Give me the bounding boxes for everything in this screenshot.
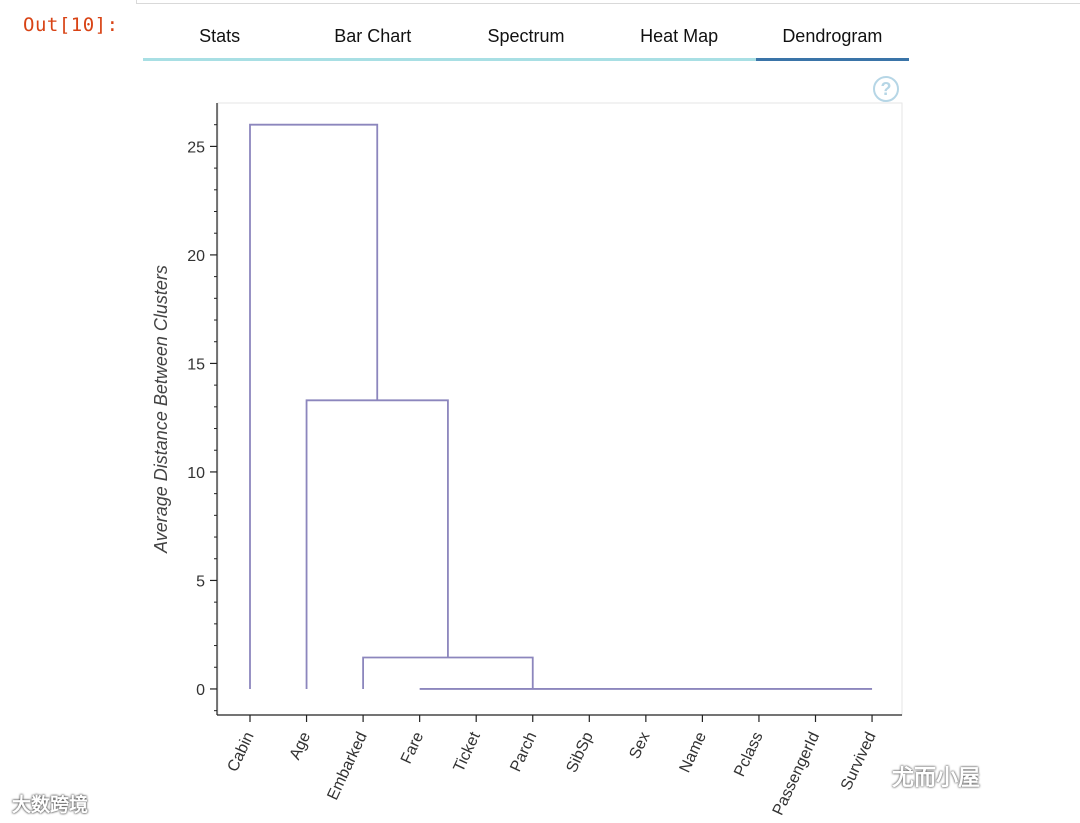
x-tick-label: Embarked — [324, 730, 370, 803]
dendrogram-link — [249, 123, 379, 689]
tab-stats[interactable]: Stats — [143, 20, 297, 61]
x-tick-label: SibSp — [563, 729, 596, 775]
x-tick-label: Parch — [507, 730, 540, 775]
cell-top-border — [136, 0, 1080, 4]
help-icon[interactable]: ? — [873, 76, 899, 102]
tab-spectrum[interactable]: Spectrum — [449, 20, 603, 61]
tab-heat-map[interactable]: Heat Map — [602, 20, 756, 61]
dendrogram-link — [362, 656, 534, 689]
x-tick-label: Fare — [398, 729, 427, 766]
x-tick-label: Ticket — [451, 729, 484, 775]
y-axis-label: Average Distance Between Clusters — [151, 265, 171, 554]
y-tick-label: 0 — [196, 682, 205, 699]
x-axis: Cabin Age Embarked Fare Ticket Parch SibSp Sex N… — [217, 714, 902, 819]
y-tick-label: 10 — [187, 465, 205, 482]
x-tick-label: Survived — [838, 730, 880, 794]
x-tick-label: Sex — [626, 730, 653, 762]
y-tick-label: 25 — [187, 139, 205, 156]
plot-frame — [217, 102, 903, 716]
tab-bar: Stats Bar Chart Spectrum Heat Map Dendro… — [143, 20, 909, 61]
dendrogram-link — [305, 399, 449, 689]
watermark-left: 大数跨境 — [12, 795, 89, 816]
y-tick-label: 15 — [187, 356, 205, 373]
x-tick-label: Name — [677, 729, 710, 775]
dendrogram-links — [249, 123, 873, 690]
tab-bar-chart[interactable]: Bar Chart — [296, 20, 450, 61]
y-tick-label: 5 — [196, 573, 205, 590]
x-tick-label: Age — [287, 729, 314, 762]
x-tick-label: Cabin — [225, 730, 258, 775]
x-tick-label: Pclass — [731, 730, 766, 780]
x-tick-label: PassengerId — [770, 730, 823, 819]
tab-dendrogram[interactable]: Dendrogram — [755, 20, 909, 61]
watermark-right: 尤而小屋 — [892, 765, 981, 790]
output-prompt: Out[10]: — [23, 14, 119, 36]
y-axis: 0 5 10 15 20 25 — [187, 103, 218, 715]
y-tick-label: 20 — [187, 248, 205, 265]
